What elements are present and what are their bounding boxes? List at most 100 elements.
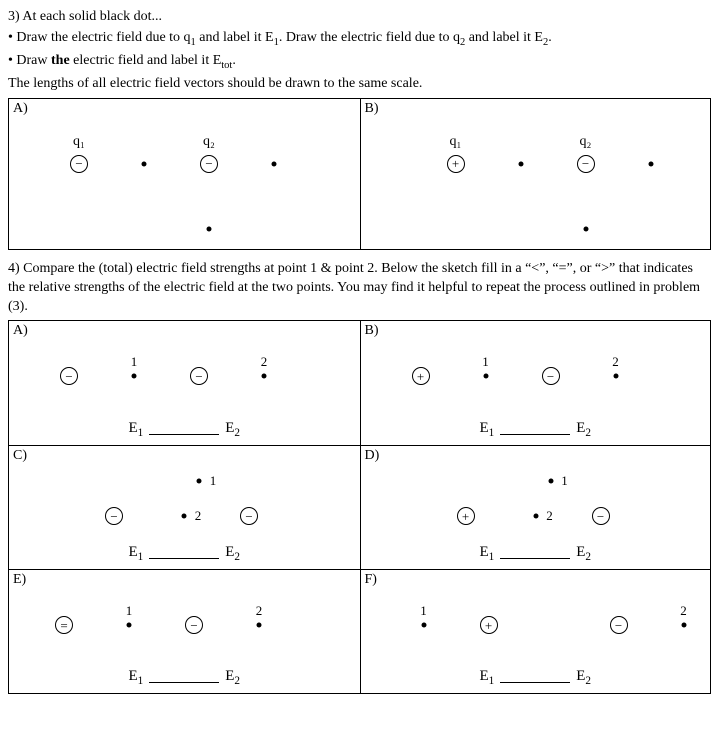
compare-footer: E1 E2 xyxy=(9,667,360,688)
q3-line3: The lengths of all electric field vector… xyxy=(8,75,711,94)
field-point-dot xyxy=(518,161,523,166)
q4-panel-b: B) + − 1 2 E1 E2 xyxy=(360,321,711,445)
field-point-dot xyxy=(483,374,488,379)
compare-blank[interactable] xyxy=(149,546,219,560)
compare-blank[interactable] xyxy=(149,670,219,684)
field-point-dot xyxy=(132,374,137,379)
panel-label: F) xyxy=(365,572,377,588)
charge: − xyxy=(592,507,610,525)
q3-line2-b: electric field and label it E xyxy=(70,53,222,68)
q3-line2-a: • Draw xyxy=(8,53,51,68)
compare-blank[interactable] xyxy=(149,422,219,436)
charge: − xyxy=(610,616,628,634)
field-point-dot xyxy=(272,161,277,166)
q3-line1-a: • Draw the electric field due to q xyxy=(8,30,191,45)
charge: + xyxy=(412,367,430,385)
field-point-label: 2 xyxy=(195,508,202,524)
footer-e2: E2 xyxy=(576,668,591,684)
field-point-label: 1 xyxy=(561,473,568,489)
compare-footer: E1 E2 xyxy=(361,543,711,564)
field-point-dot xyxy=(548,479,553,484)
compare-footer: E1 E2 xyxy=(361,667,711,688)
field-point-label: 2 xyxy=(680,603,687,619)
field-point-dot xyxy=(421,623,426,628)
footer-e1: E1 xyxy=(479,420,494,436)
compare-blank[interactable] xyxy=(500,422,570,436)
footer-e1: E1 xyxy=(128,420,143,436)
q3-heading: 3) At each solid black dot... xyxy=(8,8,711,27)
compare-footer: E1 E2 xyxy=(361,419,711,440)
charge: − xyxy=(200,155,218,173)
footer-e1: E1 xyxy=(479,668,494,684)
charge: + xyxy=(447,155,465,173)
footer-e2: E2 xyxy=(225,420,240,436)
q3-line2: • Draw the electric field and label it E… xyxy=(8,52,711,73)
field-point-label: 1 xyxy=(126,603,133,619)
q3-grid: A)q₁−q₂− B)q₁+q₂− xyxy=(8,98,711,250)
compare-footer: E1 E2 xyxy=(9,543,360,564)
compare-blank[interactable] xyxy=(500,670,570,684)
field-point-dot xyxy=(681,623,686,628)
footer-e2: E2 xyxy=(225,668,240,684)
compare-blank[interactable] xyxy=(500,546,570,560)
q3-panel-b: B)q₁+q₂− xyxy=(360,99,711,249)
field-point-dot xyxy=(182,514,187,519)
field-point-dot xyxy=(533,514,538,519)
field-point-label: 1 xyxy=(210,473,217,489)
field-point-dot xyxy=(197,479,202,484)
q4-heading: 4) Compare the (total) electric field st… xyxy=(8,260,711,317)
field-point-dot xyxy=(142,161,147,166)
compare-footer: E1 E2 xyxy=(9,419,360,440)
charge: − xyxy=(240,507,258,525)
q4-panel-e: E) = − 1 2 E1 E2 xyxy=(9,569,360,693)
sub-tot: tot xyxy=(221,60,232,71)
footer-e1: E1 xyxy=(128,544,143,560)
charge: + xyxy=(480,616,498,634)
q4-panel-a: A)−−12E1E2 xyxy=(9,321,360,445)
charge: − xyxy=(185,616,203,634)
footer-e2: E2 xyxy=(576,420,591,436)
charge-label: q₂ xyxy=(580,134,592,150)
charge: − xyxy=(577,155,595,173)
field-point-dot xyxy=(648,161,653,166)
panel-label: B) xyxy=(365,101,379,117)
footer-e1: E1 xyxy=(128,668,143,684)
charge: − xyxy=(542,367,560,385)
q4-panel-d: D) + − 1 2 E1 E2 xyxy=(360,445,711,569)
charge: − xyxy=(60,367,78,385)
panel-label: B) xyxy=(365,323,379,339)
footer-e1: E1 xyxy=(479,544,494,560)
panel-label: A) xyxy=(13,323,28,339)
panel-label: A) xyxy=(13,101,28,117)
field-point-label: 2 xyxy=(256,603,263,619)
q3-line2-c: . xyxy=(232,53,236,68)
charge: = xyxy=(55,616,73,634)
field-point-dot xyxy=(583,226,588,231)
q4-panel-f: F) + − 1 2 E1 E2 xyxy=(360,569,711,693)
field-point-dot xyxy=(207,226,212,231)
field-point-label: 2 xyxy=(612,354,619,370)
q3-line1-d: and label it E xyxy=(465,30,543,45)
q3-panel-a: A)q₁−q₂− xyxy=(9,99,360,249)
field-point-dot xyxy=(613,374,618,379)
q3-line2-bold: the xyxy=(51,53,70,68)
field-point-dot xyxy=(127,623,132,628)
field-point-label: 1 xyxy=(131,354,138,370)
charge: − xyxy=(190,367,208,385)
field-point-label: 2 xyxy=(546,508,553,524)
charge: + xyxy=(457,507,475,525)
charge: − xyxy=(70,155,88,173)
q3-line1-b: and label it E xyxy=(196,30,274,45)
panel-label: D) xyxy=(365,448,380,464)
panel-label: E) xyxy=(13,572,26,588)
footer-e2: E2 xyxy=(225,544,240,560)
field-point-label: 1 xyxy=(420,603,427,619)
footer-e2: E2 xyxy=(576,544,591,560)
field-point-dot xyxy=(262,374,267,379)
charge-label: q₁ xyxy=(73,134,85,150)
q4-panel-c: C)−−12E1E2 xyxy=(9,445,360,569)
q3-line1-e: . xyxy=(548,30,552,45)
q4-grid: A)−−12E1E2 B)+−12E1E2 C)−−12E1E2 D)+−12E… xyxy=(8,320,711,694)
field-point-label: 1 xyxy=(482,354,489,370)
charge: − xyxy=(105,507,123,525)
